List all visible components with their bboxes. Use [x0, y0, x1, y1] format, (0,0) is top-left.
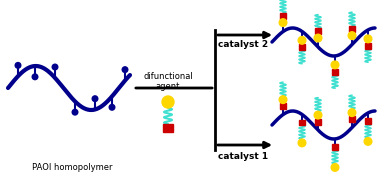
FancyBboxPatch shape [316, 28, 321, 34]
Circle shape [279, 19, 287, 26]
Circle shape [32, 74, 38, 80]
Text: catalyst 2: catalyst 2 [218, 40, 268, 49]
Circle shape [15, 63, 21, 68]
Circle shape [279, 96, 287, 103]
Circle shape [298, 139, 306, 147]
FancyBboxPatch shape [349, 116, 355, 122]
Circle shape [331, 164, 339, 171]
Circle shape [122, 67, 128, 72]
Circle shape [52, 64, 58, 70]
Text: catalyst 1: catalyst 1 [218, 152, 268, 161]
Circle shape [331, 61, 339, 69]
FancyBboxPatch shape [332, 144, 338, 150]
FancyBboxPatch shape [316, 119, 321, 125]
FancyBboxPatch shape [299, 44, 305, 50]
Text: difunctional
agent: difunctional agent [143, 72, 193, 91]
Circle shape [162, 96, 174, 108]
FancyBboxPatch shape [280, 103, 285, 109]
Circle shape [364, 35, 372, 43]
Circle shape [314, 111, 322, 119]
FancyBboxPatch shape [299, 120, 305, 125]
FancyBboxPatch shape [366, 43, 370, 49]
FancyBboxPatch shape [349, 26, 355, 32]
FancyBboxPatch shape [163, 124, 173, 132]
FancyBboxPatch shape [332, 69, 338, 75]
Circle shape [348, 109, 356, 116]
Circle shape [298, 37, 306, 44]
Circle shape [314, 34, 322, 42]
Circle shape [72, 109, 78, 115]
Circle shape [109, 105, 115, 110]
FancyBboxPatch shape [366, 118, 370, 124]
Circle shape [92, 96, 98, 102]
Circle shape [348, 32, 356, 39]
FancyBboxPatch shape [280, 13, 285, 19]
Circle shape [364, 138, 372, 145]
Text: PAOI homopolymer: PAOI homopolymer [32, 163, 112, 172]
